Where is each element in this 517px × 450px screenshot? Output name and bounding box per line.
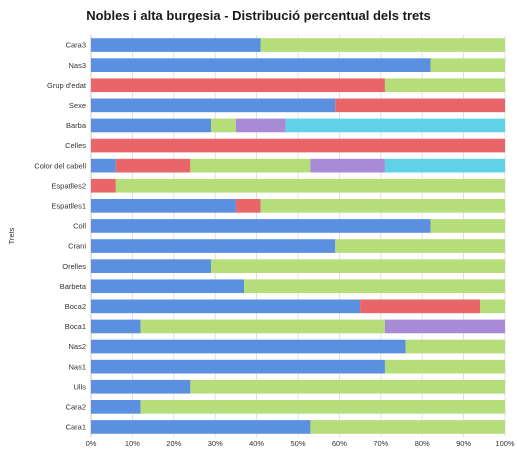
bar-segment bbox=[91, 420, 311, 434]
category-label: Nas3 bbox=[68, 61, 86, 70]
bar-segment bbox=[115, 158, 191, 173]
category-label: Sexe bbox=[69, 101, 86, 110]
bar-segment bbox=[91, 400, 141, 414]
category-label: Celles bbox=[65, 141, 86, 150]
bar-segment bbox=[260, 38, 505, 52]
category-label: Espatlles2 bbox=[51, 181, 86, 190]
x-tick-label: 80% bbox=[415, 439, 430, 448]
bar-segment bbox=[91, 279, 245, 294]
bar-segment bbox=[140, 400, 505, 414]
bar-segment bbox=[91, 379, 191, 394]
category-label: Cara3 bbox=[66, 41, 86, 50]
x-tick-label: 10% bbox=[125, 439, 140, 448]
gridlines bbox=[90, 35, 506, 437]
category-label: Barbeta bbox=[60, 282, 87, 291]
bar-segment bbox=[91, 299, 361, 314]
category-label: Grup d'edat bbox=[47, 81, 87, 90]
bar-segment bbox=[285, 118, 505, 133]
bar-segment bbox=[91, 259, 212, 273]
bar-segment bbox=[91, 98, 336, 113]
bar-segment bbox=[91, 199, 236, 213]
x-tick-label: 100% bbox=[495, 439, 515, 448]
bar-segment bbox=[384, 158, 505, 173]
x-tick-label: 70% bbox=[373, 439, 388, 448]
bar-segment bbox=[430, 58, 505, 72]
x-tick-labels: 0% 10% 20% 30% 40% 50% 60% 70% 80% 90% 100% bbox=[86, 439, 515, 448]
bar-segment bbox=[335, 98, 505, 113]
x-tick-label: 50% bbox=[290, 439, 305, 448]
bar-segment bbox=[384, 319, 505, 334]
category-label: Color del cabell bbox=[34, 161, 86, 170]
x-tick-label: 40% bbox=[249, 439, 264, 448]
bars bbox=[91, 38, 506, 434]
bar-segment bbox=[91, 118, 212, 133]
x-tick-label: 0% bbox=[86, 439, 97, 448]
bar-segment bbox=[91, 359, 385, 374]
bar-segment bbox=[235, 118, 286, 133]
bar-segment bbox=[310, 158, 385, 173]
bar-segment bbox=[405, 339, 505, 354]
category-label: Nas1 bbox=[68, 362, 86, 371]
bar-segment bbox=[115, 178, 505, 193]
bar-segment bbox=[260, 199, 505, 213]
bar-segment bbox=[430, 219, 505, 233]
y-axis-title: Trets bbox=[7, 227, 16, 244]
category-label: Boca1 bbox=[65, 322, 86, 331]
bar-segment bbox=[310, 420, 505, 434]
bar-segment bbox=[91, 339, 406, 354]
bar-segment bbox=[91, 158, 116, 173]
category-label: Boca2 bbox=[65, 302, 86, 311]
category-label: Barba bbox=[66, 121, 87, 130]
category-labels: Cara3 Nas3 Grup d'edat Sexe Barba Celles Color… bbox=[34, 41, 87, 432]
x-tick-label: 90% bbox=[456, 439, 471, 448]
category-label: Nas2 bbox=[68, 342, 86, 351]
bar-segment bbox=[190, 158, 311, 173]
category-label: Orelles bbox=[62, 262, 86, 271]
bar-segment bbox=[190, 379, 506, 394]
bar-segment bbox=[91, 319, 141, 334]
bar-segment bbox=[384, 359, 505, 374]
bar-segment bbox=[235, 199, 261, 213]
category-label: Cara1 bbox=[66, 423, 86, 432]
bar-segment bbox=[480, 299, 505, 314]
bar-segment bbox=[91, 78, 385, 93]
bar-segment bbox=[91, 138, 505, 153]
bar-segment bbox=[91, 178, 116, 193]
bar-segment bbox=[211, 118, 236, 133]
bar-segment bbox=[91, 219, 431, 233]
category-label: Cara2 bbox=[66, 402, 86, 411]
bar-segment bbox=[140, 319, 385, 334]
bar-segment bbox=[360, 299, 481, 314]
bar-segment bbox=[91, 38, 261, 52]
category-label: Espatlles1 bbox=[51, 201, 86, 210]
bar-segment bbox=[91, 239, 336, 253]
x-tick-label: 30% bbox=[208, 439, 223, 448]
bar-segment bbox=[244, 279, 505, 294]
chart-title: Nobles i alta burgesia - Distribució per… bbox=[86, 8, 431, 23]
bar-segment bbox=[335, 239, 505, 253]
bar-segment bbox=[91, 58, 431, 72]
x-tick-label: 60% bbox=[332, 439, 347, 448]
category-label: Coll bbox=[73, 222, 86, 231]
bar-segment bbox=[384, 78, 505, 93]
category-label: Crani bbox=[68, 242, 86, 251]
x-tick-label: 20% bbox=[166, 439, 181, 448]
bar-segment bbox=[211, 259, 505, 273]
category-label: Ulls bbox=[74, 382, 87, 391]
